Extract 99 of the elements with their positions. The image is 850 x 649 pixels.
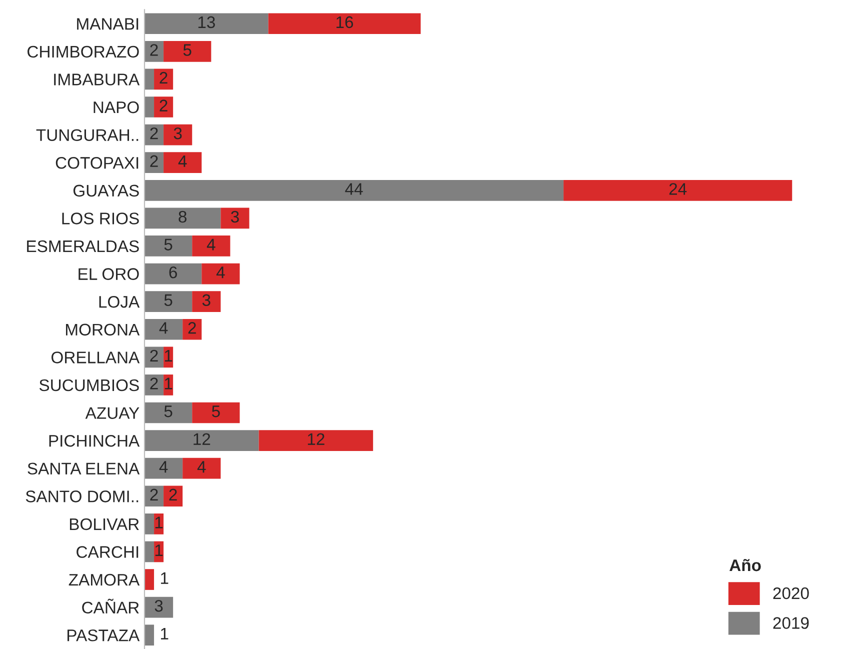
bar (220, 208, 250, 229)
y-tick-label: MORONA (66, 324, 140, 336)
data-label: 4 (159, 322, 168, 334)
data-label: 5 (164, 406, 172, 418)
bar (182, 318, 202, 340)
y-tick-label: ESMERALDAS (27, 240, 139, 252)
bar (144, 318, 183, 340)
data-label: 1 (161, 628, 168, 640)
y-tick-label: TUNGURAH.. (36, 129, 138, 142)
data-label: 1 (155, 544, 163, 556)
bar (144, 96, 154, 118)
data-label: 5 (183, 44, 192, 56)
legend-title: Año (730, 559, 761, 572)
bar (164, 486, 183, 507)
bar (144, 68, 154, 90)
bar (182, 458, 221, 479)
bar (202, 263, 240, 284)
y-tick-label: PASTAZA (68, 630, 140, 642)
data-label: 24 (669, 183, 687, 195)
bar (144, 263, 202, 284)
y-tick-label: SANTO DOMI.. (26, 490, 138, 502)
y-tick-label: ZAMORA (68, 574, 140, 586)
data-label: 1 (164, 378, 172, 390)
data-label: 5 (164, 294, 172, 306)
bar (144, 430, 259, 451)
bar (144, 624, 154, 646)
y-tick-label: CHIMBORAZO (28, 46, 139, 58)
data-label: 1 (164, 350, 172, 362)
data-label: 3 (202, 294, 210, 306)
y-tick-label: CARCHI (76, 546, 138, 558)
data-label: 2 (150, 350, 158, 362)
bar (258, 430, 374, 451)
y-tick-label: MANABI (77, 18, 138, 30)
y-tick-label: LOJA (99, 296, 140, 308)
y-tick-label: NAPO (94, 101, 139, 114)
bar (144, 458, 183, 479)
bar (144, 541, 154, 562)
data-label: 5 (164, 238, 172, 250)
y-tick-label: EL ORO (78, 268, 139, 280)
bar (144, 180, 564, 201)
data-label: 2 (169, 488, 177, 500)
bar (144, 236, 192, 256)
bar (144, 596, 174, 618)
y-tick-label: LOS RIOS (62, 212, 139, 224)
y-tick-label: SANTA ELENA (28, 462, 140, 475)
bar (144, 208, 221, 229)
data-label: 2 (188, 322, 196, 334)
data-label: 2 (150, 127, 158, 140)
bar (164, 152, 202, 174)
bar (154, 96, 174, 118)
data-label: 8 (178, 210, 187, 223)
data-label: 4 (159, 461, 168, 473)
y-tick-label: CAÑAR (82, 598, 139, 614)
legend-label: 2019 (773, 617, 809, 629)
bar (192, 236, 230, 256)
data-label: 2 (160, 100, 168, 112)
data-label: 4 (178, 155, 187, 167)
data-label: 2 (150, 488, 158, 500)
bar (144, 402, 192, 424)
bar (144, 514, 154, 534)
data-label: 4 (216, 266, 225, 278)
data-label: 1 (161, 572, 168, 584)
y-tick-label: ORELLANA (52, 352, 140, 364)
data-label: 12 (308, 433, 324, 445)
bar (144, 41, 164, 62)
data-label: 2 (150, 155, 158, 167)
data-label: 4 (197, 461, 206, 473)
data-label: 1 (155, 516, 163, 528)
bar (144, 13, 268, 34)
data-label: 5 (212, 406, 220, 418)
y-tick-label: BOLIVAR (70, 518, 139, 530)
bar (192, 402, 240, 424)
y-tick-label: AZUAY (85, 407, 140, 419)
bar (154, 68, 174, 90)
bar (144, 291, 192, 312)
data-label: 3 (230, 210, 239, 223)
bar (268, 13, 421, 34)
data-label: 4 (206, 238, 216, 250)
y-tick-label: GUAYAS (73, 184, 139, 197)
data-label: 2 (150, 44, 158, 56)
bar (164, 124, 192, 146)
data-label: 16 (336, 16, 354, 28)
bar (144, 569, 154, 590)
bar (164, 41, 212, 62)
data-label: 6 (169, 266, 177, 278)
y-tick-label: PICHINCHA (49, 434, 140, 447)
bar (564, 180, 792, 201)
y-tick-label: IMBABURA (54, 74, 140, 86)
data-label: 44 (345, 183, 363, 195)
data-label: 3 (154, 600, 163, 612)
data-label: 13 (198, 16, 215, 28)
data-label: 2 (150, 378, 158, 390)
bar (192, 291, 221, 312)
legend-label: 2020 (773, 587, 809, 600)
y-tick-label: COTOPAXI (56, 157, 138, 169)
y-tick-label: SUCUMBIOS (39, 379, 139, 392)
data-label: 12 (194, 433, 210, 445)
data-label: 2 (160, 72, 168, 84)
data-label: 3 (174, 127, 182, 140)
